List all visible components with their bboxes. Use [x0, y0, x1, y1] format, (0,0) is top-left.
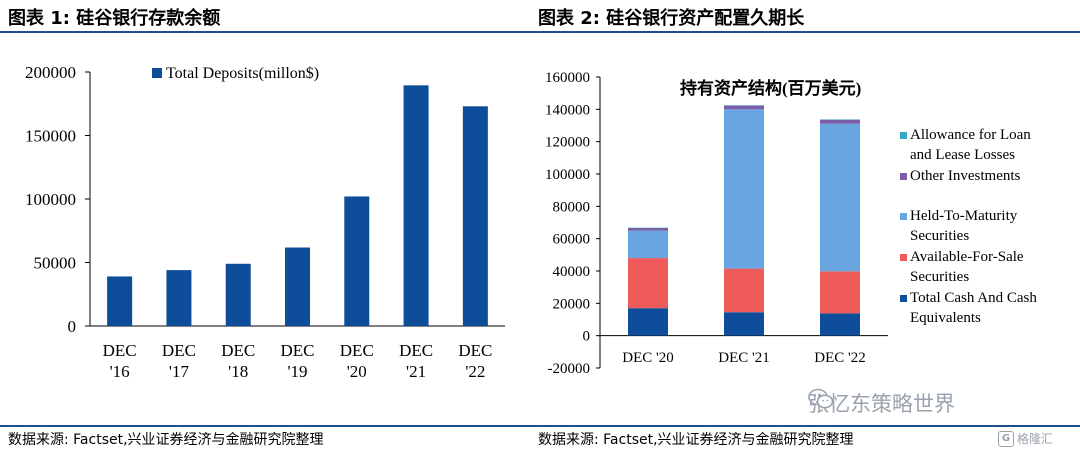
deposit-bar	[107, 276, 133, 326]
figure-source-2: 数据来源: Factset,兴业证券经济与金融研究院整理	[538, 432, 854, 448]
cash-segment	[628, 308, 668, 336]
legend-swatch	[900, 295, 907, 302]
x-tick-label: '17	[169, 362, 190, 381]
deposit-bar	[285, 247, 310, 326]
x-tick-label: '18	[228, 362, 248, 381]
other-investments-segment	[628, 227, 668, 231]
legend-label: Held-To-Maturity Securities	[910, 208, 1018, 244]
afs-segment	[628, 258, 668, 309]
x-tick-label: DEC	[162, 341, 196, 360]
deposit-bar	[403, 85, 429, 327]
y-tick-label: 0	[583, 329, 591, 345]
y-tick-label: 100000	[25, 190, 76, 209]
x-tick-label: DEC	[458, 341, 492, 360]
cash-segment	[820, 313, 860, 336]
x-tick-label: '16	[110, 362, 130, 381]
x-tick-label: DEC '21	[718, 350, 769, 366]
x-tick-label: DEC	[399, 341, 433, 360]
y-tick-label: 140000	[545, 102, 590, 118]
title-rule-2	[528, 31, 1080, 33]
deposit-bar	[462, 106, 488, 326]
watermark: 张忆东策略世界	[808, 388, 955, 418]
x-tick-label: DEC	[340, 341, 374, 360]
y-tick-label: 150000	[25, 127, 76, 146]
y-tick-label: 0	[68, 317, 77, 336]
legend-label: Total Cash And Cash Equivalents	[910, 290, 1037, 326]
afs-segment	[724, 268, 764, 313]
y-tick-label: -20000	[548, 361, 591, 377]
y-tick-label: 40000	[553, 264, 591, 280]
legend-swatch	[900, 173, 907, 180]
chart-title: 持有资产结构(百万美元)	[680, 78, 861, 98]
figure-panel-2: 图表 2: 硅谷银行资产配置久期长 -20000 0 20000 40000 60000…	[528, 0, 1080, 454]
other-investments-segment	[724, 105, 764, 110]
y-tick-label: 200000	[25, 63, 76, 82]
deposit-bar	[225, 263, 251, 326]
legend-label: Total Deposits(millon$)	[166, 65, 319, 82]
x-tick-label: '19	[287, 362, 307, 381]
brand-text: 格隆汇	[1017, 432, 1054, 446]
figure-panel-1: 图表 1: 硅谷银行存款余额 0 50000 100000 150000 200000 D…	[0, 0, 528, 454]
x-tick-label: DEC	[103, 341, 137, 360]
htm-segment	[724, 109, 764, 269]
legend-swatch	[900, 132, 907, 139]
y-tick-label: 60000	[553, 232, 591, 248]
deposits-bar-chart: 0 50000 100000 150000 200000 DEC '16 DEC '17 DEC '…	[25, 63, 505, 381]
y-tick-label: 160000	[545, 70, 590, 86]
legend-label: Other Investments	[910, 168, 1021, 184]
htm-segment	[820, 123, 860, 272]
legend-swatch	[900, 213, 907, 220]
x-tick-label: '22	[465, 362, 485, 381]
x-tick-label: DEC '20	[622, 350, 673, 366]
title-rule-1	[0, 31, 528, 33]
figure-title-2: 图表 2: 硅谷银行资产配置久期长	[538, 8, 805, 29]
htm-segment	[628, 230, 668, 259]
x-tick-label: '21	[406, 362, 426, 381]
gelonghui-logo-icon: G	[998, 430, 1014, 447]
source-rule-2	[528, 425, 1080, 427]
brand-mark: G 格隆汇	[998, 430, 1053, 447]
asset-structure-stacked-chart: -20000 0 20000 40000 60000 80000 100000 120000 1…	[545, 70, 1037, 377]
legend-label: Available-For-Sale Securities	[910, 249, 1024, 285]
deposit-bar	[166, 270, 192, 326]
legend-label: Allowance for Loan and Lease Losses	[910, 127, 1031, 163]
other-investments-segment	[820, 119, 860, 124]
y-tick-label: 120000	[545, 135, 590, 151]
x-tick-label: DEC '22	[814, 350, 865, 366]
y-tick-label: 50000	[34, 254, 77, 273]
source-rule-1	[0, 425, 528, 427]
x-tick-label: '20	[347, 362, 367, 381]
y-tick-label: 20000	[553, 296, 591, 312]
afs-segment	[820, 271, 860, 314]
x-tick-label: DEC	[281, 341, 315, 360]
wechat-icon	[808, 388, 834, 409]
cash-segment	[724, 312, 764, 336]
deposit-bar	[344, 196, 370, 326]
x-tick-label: DEC	[221, 341, 255, 360]
figure-title-1: 图表 1: 硅谷银行存款余额	[8, 8, 221, 29]
legend-swatch	[152, 68, 162, 78]
figure-source-1: 数据来源: Factset,兴业证券经济与金融研究院整理	[8, 432, 324, 448]
y-tick-label: 80000	[553, 199, 591, 215]
y-tick-label: 100000	[545, 167, 590, 183]
legend-swatch	[900, 254, 907, 261]
